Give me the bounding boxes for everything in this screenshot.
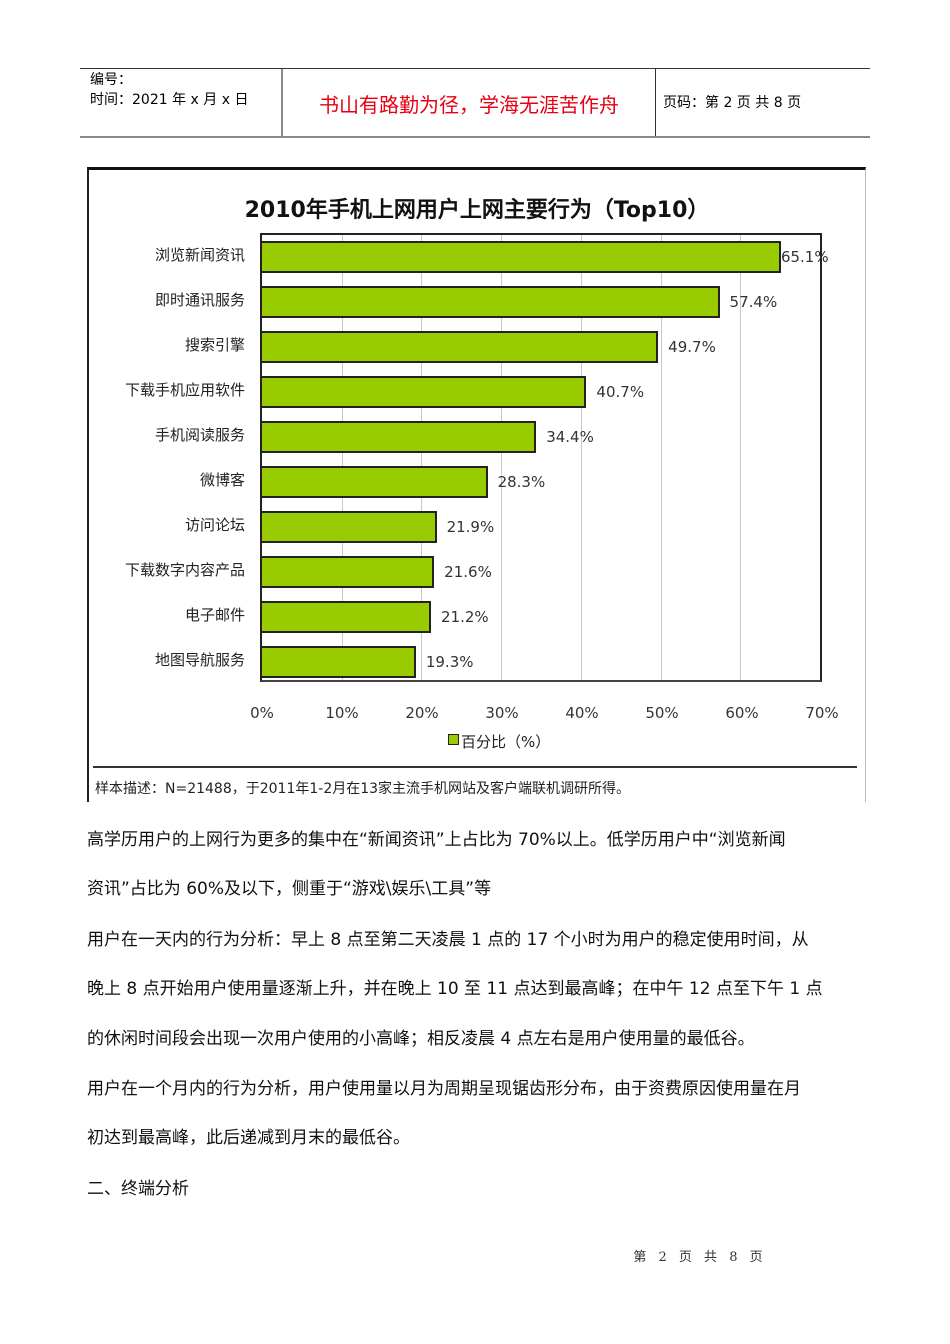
value-label: 19.3% [425,653,474,671]
bar [262,376,587,408]
category-label: 访问论坛 [184,516,245,534]
chart-title: 2010年手机上网用户上网主要行为（Top10） [244,198,710,223]
bar [262,421,537,453]
header-motto-cell: 书山有路勤为径，学海无涯苦作舟 [281,69,656,136]
sample-description: 样本描述：N=21488，于2011年1-2月在13家主流手机网站及客户端联机调… [95,781,631,797]
x-tick-label: 60% [725,704,759,722]
x-tick-label: 10% [325,704,359,722]
motto-text: 书山有路勤为径，学海无涯苦作舟 [319,93,619,117]
bar [262,511,437,543]
x-tick-label: 30% [485,704,519,722]
paragraph-line: 的休闲时间段会出现一次用户使用的小高峰；相反凌晨 4 点左右是用户使用量的最低谷… [87,1029,755,1049]
paragraph-line: 用户在一个月内的行为分析，用户使用量以月为周期呈现锯齿形分布，由于资费原因使用量… [87,1079,801,1099]
category-label: 地图导航服务 [154,651,245,669]
x-tick-label: 70% [805,704,839,722]
legend-label: 百分比（%） [461,733,551,751]
category-label: 下载手机应用软件 [124,381,245,399]
page-header: 编号： 时间：2021 年 x 月 x 日 书山有路勤为径，学海无涯苦作舟 页码… [80,68,870,138]
category-label: 微博客 [199,471,245,489]
category-label: 下载数字内容产品 [124,561,245,579]
category-label: 电子邮件 [184,606,245,624]
x-tick-label: 0% [250,704,274,722]
value-label: 65.1% [780,248,829,266]
page-footer: 第 2 页 共 8 页 [633,1250,767,1265]
gridline [342,235,343,680]
chart-legend: 百分比（%） [448,731,550,752]
value-label: 49.7% [668,338,716,356]
section-heading: 二、终端分析 [87,1179,189,1199]
header-page-number: 页码：第 2 页 共 8 页 [663,95,802,111]
value-label: 40.7% [596,383,645,401]
value-label: 21.6% [444,563,492,581]
note-divider [93,766,857,768]
bar [262,241,781,273]
bar [262,646,416,678]
value-label: 28.3% [497,473,546,491]
bar [262,556,435,588]
gridline [661,235,662,680]
paragraph-line: 初达到最高峰，此后递减到月末的最低谷。 [87,1128,410,1148]
header-meta-cell: 编号： 时间：2021 年 x 月 x 日 [80,69,280,136]
value-label: 21.2% [440,608,489,626]
header-page-cell: 页码：第 2 页 共 8 页 [655,69,870,136]
x-tick-label: 50% [645,704,679,722]
document-number-label: 编号： [90,72,132,88]
category-label: 手机阅读服务 [154,426,245,444]
plot-area: 65.1% 57.4% 49.7% 40.7% 34.4% 28.3% 21.9% 21.6%… [260,233,829,682]
value-label: 57.4% [729,293,778,311]
value-label: 21.9% [446,518,495,536]
legend-swatch-icon [448,734,459,745]
gridline [581,235,582,680]
gridline [501,235,502,680]
gridline [740,235,741,680]
document-date-label: 时间：2021 年 x 月 x 日 [90,92,249,108]
paragraph-line: 高学历用户的上网行为更多的集中在“新闻资讯”上占比为 70%以上。低学历用户中“… [87,830,786,850]
x-tick-label: 40% [565,704,599,722]
bar [262,601,431,633]
gridline [421,235,422,680]
bar [262,331,659,363]
paragraph-line: 晚上 8 点开始用户使用量逐渐上升，并在晚上 10 至 11 点达到最高峰；在中… [87,979,823,999]
category-label: 即时通讯服务 [154,291,245,309]
bar-chart-figure: 2010年手机上网用户上网主要行为（Top10） 浏览新闻资讯 即时通讯服务搜索引… [87,167,866,802]
bar [262,466,488,498]
bar [262,286,720,318]
paragraph-line: 用户在一天内的行为分析：早上 8 点至第二天凌晨 1 点的 17 个小时为用户的… [87,930,809,950]
category-label: 搜索引擎 [184,336,245,354]
value-label: 34.4% [546,428,594,446]
category-label: 浏览新闻资讯 [154,246,245,264]
x-tick-label: 20% [405,704,439,722]
paragraph-line: 资讯”占比为 60%及以下，侧重于“游戏\娱乐\工具”等 [87,879,492,899]
